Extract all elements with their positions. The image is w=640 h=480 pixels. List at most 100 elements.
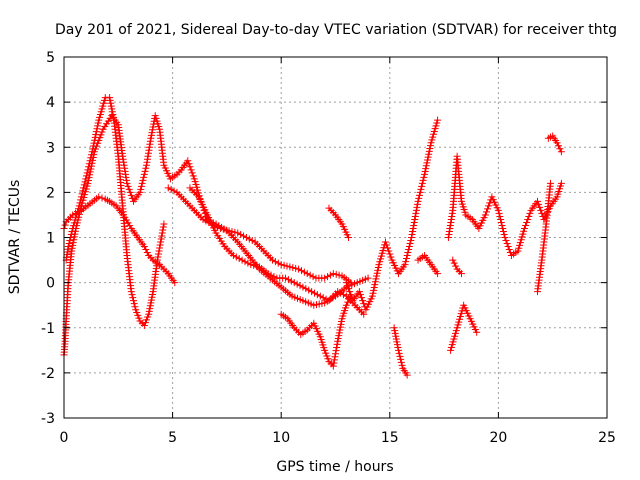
data-point-marker (158, 229, 166, 237)
data-point-marker (410, 221, 418, 229)
data-point-marker (413, 203, 421, 211)
data-point-marker (329, 362, 337, 370)
data-point-marker (557, 179, 565, 187)
data-point-marker (94, 119, 102, 127)
data-point-marker (332, 350, 339, 358)
series-track-j (390, 324, 411, 379)
y-tick-label: -1 (41, 321, 55, 337)
data-point-marker (372, 275, 380, 283)
data-point-marker (473, 328, 481, 336)
data-point-marker (85, 174, 93, 182)
data-point-marker (425, 147, 433, 155)
data-point-marker (332, 270, 340, 278)
x-tick-label: 10 (272, 430, 290, 446)
data-point-marker (484, 205, 492, 213)
data-point-marker (504, 243, 512, 251)
data-point-marker (231, 228, 239, 236)
data-point-marker (345, 234, 353, 241)
data-point-marker (344, 298, 352, 306)
data-point-marker (95, 193, 103, 201)
data-point-marker (90, 151, 98, 159)
data-point-marker (525, 212, 533, 220)
data-point-marker (321, 274, 329, 282)
data-point-marker (185, 160, 193, 168)
data-point-marker (481, 211, 489, 219)
data-point-marker (547, 179, 555, 187)
data-point-marker (371, 278, 379, 286)
data-point-marker (398, 361, 406, 369)
data-point-marker (358, 294, 366, 302)
data-point-marker (434, 116, 442, 124)
data-point-marker (84, 179, 92, 187)
axis-layer: 0 5 10 15 20 25 -3 -2 -1 0 1 2 3 4 5 (41, 50, 616, 446)
data-point-marker (130, 297, 138, 305)
data-point-marker (65, 240, 73, 248)
data-point-marker (434, 270, 442, 278)
data-point-marker (143, 249, 151, 257)
data-point-marker (405, 246, 413, 254)
data-point-marker (293, 280, 301, 288)
data-point-marker (501, 234, 509, 241)
data-point-marker (407, 237, 415, 245)
data-point-marker (61, 221, 69, 229)
series-track-m (447, 301, 481, 354)
data-point-marker (383, 241, 391, 249)
data-point-marker (524, 215, 532, 223)
data-point-marker (284, 276, 292, 284)
data-point-marker (414, 197, 422, 205)
chart-title: Day 201 of 2021, Sidereal Day-to-day VTE… (55, 22, 617, 38)
data-point-marker (522, 221, 530, 229)
data-point-marker (424, 156, 432, 164)
data-point-marker (413, 200, 421, 208)
data-point-marker (505, 246, 513, 254)
x-tick-label: 25 (598, 430, 616, 446)
data-point-marker (267, 271, 275, 279)
data-point-marker (535, 200, 543, 208)
data-point-marker (387, 253, 395, 261)
data-point-marker (374, 266, 382, 274)
data-point-marker (422, 162, 430, 170)
data-point-marker (385, 247, 393, 255)
x-tick-label: 20 (489, 430, 507, 446)
data-point-marker (89, 154, 97, 162)
data-point-marker (140, 170, 148, 178)
data-point-marker (412, 206, 420, 214)
data-point-marker (452, 262, 460, 270)
data-point-marker (308, 288, 316, 296)
data-point-marker (495, 209, 503, 217)
data-point-marker (164, 184, 172, 192)
data-point-marker (326, 271, 334, 279)
data-point-marker (311, 289, 319, 297)
series-track-k (414, 252, 442, 278)
data-point-marker (419, 176, 427, 184)
data-point-marker (87, 165, 95, 173)
y-tick-label: -2 (41, 366, 55, 382)
series-track-p (449, 256, 465, 278)
data-point-marker (94, 122, 102, 130)
series-track-i (325, 204, 353, 241)
data-point-marker (137, 185, 145, 193)
data-point-marker (153, 256, 161, 264)
data-point-marker (329, 270, 337, 278)
data-point-marker (415, 194, 423, 202)
data-point-marker (299, 283, 307, 291)
data-point-marker (421, 170, 429, 178)
data-point-marker (359, 297, 367, 305)
data-point-marker (371, 281, 379, 289)
grid-layer (64, 57, 607, 418)
data-point-marker (421, 167, 429, 175)
data-point-marker (409, 227, 417, 235)
data-point-marker (397, 358, 405, 366)
data-point-marker (130, 300, 138, 308)
data-point-marker (154, 250, 162, 258)
data-point-marker (156, 241, 164, 249)
data-point-marker (403, 371, 411, 379)
data-point-marker (386, 250, 394, 258)
data-point-marker (295, 265, 303, 273)
data-point-marker (158, 232, 166, 240)
y-tick-label: 1 (46, 231, 55, 247)
data-point-marker (373, 272, 381, 280)
data-point-marker (420, 173, 428, 181)
data-point-marker (140, 173, 148, 181)
